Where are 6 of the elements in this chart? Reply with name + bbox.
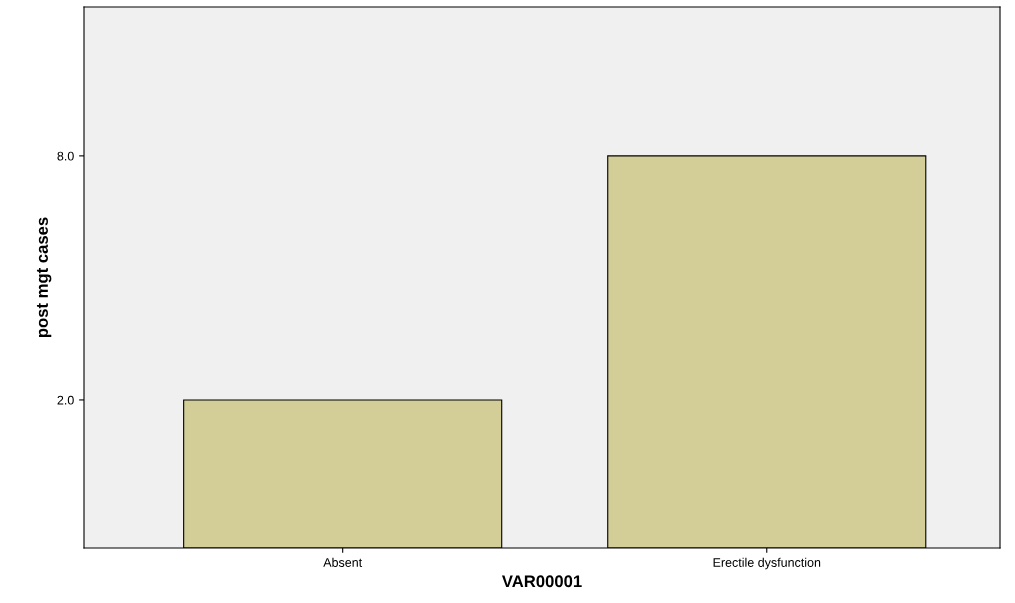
x-tick-label: Absent <box>323 557 363 567</box>
y-axis-title: post mgt cases <box>36 217 52 338</box>
y-tick-label: 2.0 <box>57 395 74 405</box>
x-axis-title: VAR00001 <box>501 575 582 588</box>
x-tick-label: Erectile dysfunction <box>713 557 821 570</box>
y-tick-label: 8.0 <box>57 151 74 161</box>
